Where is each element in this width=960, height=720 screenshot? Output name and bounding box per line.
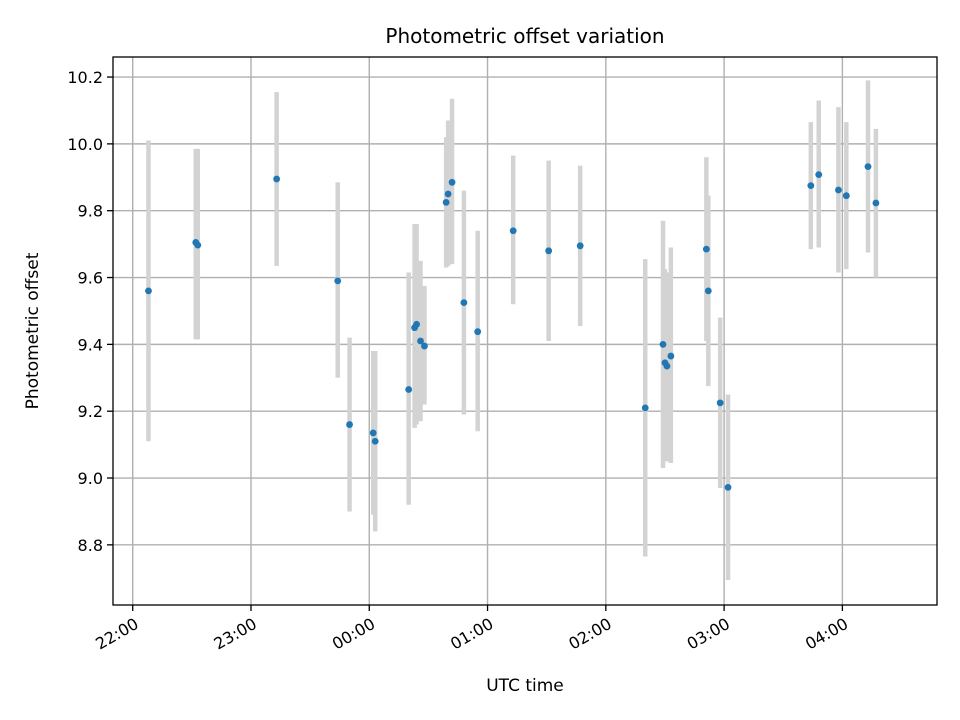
data-point bbox=[807, 182, 815, 190]
data-point bbox=[371, 437, 379, 445]
data-point bbox=[815, 171, 823, 179]
data-point bbox=[194, 241, 202, 249]
data-point bbox=[460, 299, 468, 306]
data-point bbox=[641, 404, 649, 412]
data-point bbox=[842, 192, 850, 200]
chart-title: Photometric offset variation bbox=[385, 24, 664, 48]
y-tick-label: 8.8 bbox=[78, 536, 103, 555]
data-point bbox=[442, 198, 450, 206]
y-tick-label: 9.6 bbox=[78, 269, 103, 288]
data-point bbox=[659, 340, 667, 348]
data-point bbox=[872, 199, 880, 207]
data-point bbox=[663, 362, 671, 370]
data-point bbox=[417, 337, 424, 345]
data-point bbox=[474, 328, 482, 336]
y-tick-label: 9.2 bbox=[78, 402, 103, 421]
data-point bbox=[413, 320, 420, 328]
data-point bbox=[576, 242, 584, 250]
data-point bbox=[667, 352, 675, 360]
data-point bbox=[405, 386, 413, 393]
data-point bbox=[509, 227, 517, 235]
point-layer bbox=[145, 163, 880, 491]
data-point bbox=[273, 175, 281, 183]
y-tick-label: 10.0 bbox=[67, 135, 103, 154]
data-point bbox=[346, 421, 353, 428]
x-axis-title: UTC time bbox=[486, 676, 564, 696]
plot-frame bbox=[112, 56, 938, 606]
y-tick-label: 9.0 bbox=[78, 469, 103, 488]
y-tick-label: 9.4 bbox=[78, 335, 103, 354]
grid-layer bbox=[113, 57, 937, 605]
data-point bbox=[545, 247, 553, 255]
y-tick-label: 9.8 bbox=[78, 202, 103, 221]
data-point bbox=[702, 245, 710, 253]
data-point bbox=[864, 163, 872, 171]
data-point bbox=[716, 399, 724, 407]
data-point bbox=[444, 190, 452, 198]
y-tick-label: 10.2 bbox=[67, 68, 103, 87]
data-point bbox=[724, 483, 732, 491]
data-point bbox=[369, 429, 377, 437]
data-point bbox=[145, 287, 152, 295]
data-point bbox=[334, 277, 342, 285]
data-point bbox=[448, 178, 456, 186]
data-point bbox=[835, 186, 842, 194]
data-point bbox=[421, 342, 428, 350]
data-point bbox=[704, 287, 712, 295]
y-axis-title: Photometric offset bbox=[23, 252, 43, 409]
